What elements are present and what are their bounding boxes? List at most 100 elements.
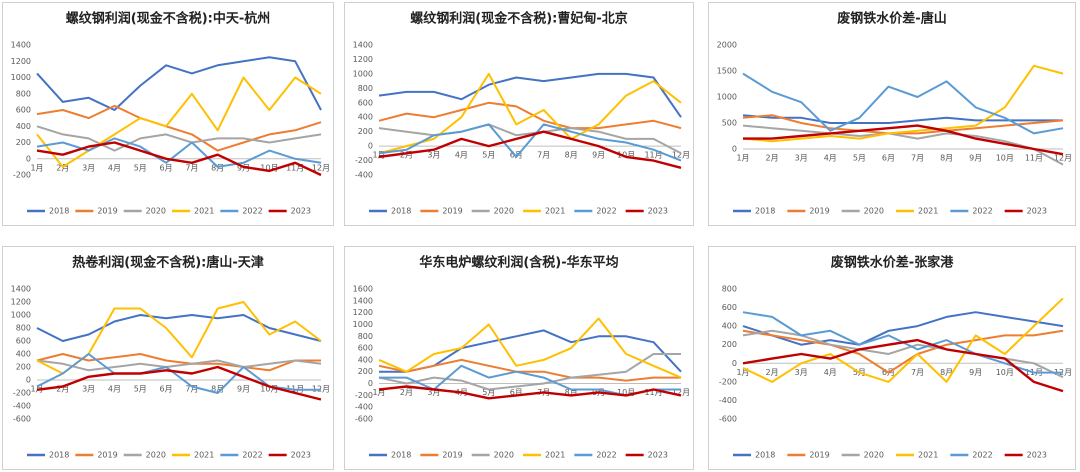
- x-tick-label: 5月: [482, 151, 495, 160]
- y-tick-label: -200: [13, 389, 31, 398]
- y-tick-label: 800: [358, 84, 373, 93]
- y-tick-label: 800: [358, 332, 373, 341]
- y-tick-label: 800: [16, 324, 31, 333]
- series-line: [378, 101, 682, 130]
- legend-label: 2020: [864, 451, 884, 460]
- legend-label: 2019: [809, 451, 829, 460]
- series-line: [378, 353, 681, 391]
- legend-label: 2021: [918, 451, 938, 460]
- chart-title: 废钢铁水价差-唐山: [837, 11, 946, 27]
- legend-label: 2023: [648, 207, 668, 216]
- chart-title: 热卷利润(现金不含税):唐山-天津: [72, 255, 263, 271]
- chart: 废钢铁水价差-唐山 0 500 1000 1500 2000 1月 2月 3月 4月 5月 6月 7月 8…: [717, 11, 1072, 216]
- x-tick-label: 6月: [510, 151, 523, 160]
- series-line: [742, 329, 1064, 379]
- y-tick-label: 800: [722, 285, 737, 294]
- series-line: [742, 72, 1064, 135]
- x-tick-label: 9月: [969, 154, 982, 163]
- x-tick-label: 4月: [455, 151, 468, 160]
- series-line: [36, 359, 322, 372]
- x-tick-label: 11月: [1025, 154, 1043, 163]
- x-tick-label: 3月: [427, 388, 440, 397]
- legend-label: 2018: [391, 451, 411, 460]
- y-tick-label: 1400: [353, 41, 373, 50]
- series-line: [36, 314, 322, 342]
- y-tick-label: 1200: [11, 57, 31, 66]
- x-tick-label: 4月: [824, 154, 837, 163]
- x-tick-label: 6月: [510, 388, 523, 397]
- chart-panel: 废钢铁水价差-张家港 -600 -400 -200 0 200 400 600 800 1月 2月 3…: [708, 246, 1076, 470]
- x-tick-label: 12月: [1054, 154, 1072, 163]
- x-tick-label: 7月: [911, 368, 924, 377]
- chart-panel: 螺纹钢利润(现金不含税):曹妃甸-北京 -400 -200 0 200 400 600 800…: [344, 2, 694, 226]
- legend-label: 2023: [291, 207, 311, 216]
- x-tick-label: 12月: [672, 151, 690, 160]
- legend-label: 2019: [97, 451, 117, 460]
- chart: 螺纹钢利润(现金不含税):曹妃甸-北京 -400 -200 0 200 400 600 800…: [353, 11, 690, 216]
- x-tick-label: 6月: [882, 154, 895, 163]
- x-tick-label: 1月: [30, 163, 43, 172]
- x-tick-label: 10月: [617, 388, 635, 397]
- y-tick-label: 200: [358, 367, 373, 376]
- x-tick-label: 7月: [537, 151, 550, 160]
- x-tick-label: 5月: [482, 388, 495, 397]
- y-tick-label: 2000: [717, 41, 737, 50]
- series-line: [742, 338, 1064, 393]
- legend-label: 2018: [49, 207, 69, 216]
- series-line: [742, 329, 1064, 374]
- y-tick-label: 400: [16, 350, 31, 359]
- y-tick-label: 200: [722, 340, 737, 349]
- series-line: [36, 104, 322, 152]
- series-line: [36, 141, 322, 177]
- y-tick-label: 400: [358, 113, 373, 122]
- x-tick-label: 2月: [400, 388, 413, 397]
- y-tick-label: 0: [732, 359, 737, 368]
- y-tick-label: -200: [355, 391, 373, 400]
- x-tick-label: 3月: [795, 154, 808, 163]
- legend-label: 2018: [391, 207, 411, 216]
- series-line: [36, 365, 322, 401]
- chart: 华东电炉螺纹利润(含税)-华东平均 -600 -400 -200 0 200 400 600 8…: [353, 255, 690, 460]
- legend-label: 2021: [194, 451, 214, 460]
- chart-title: 废钢铁水价差-张家港: [831, 255, 954, 271]
- chart-panel: 华东电炉螺纹利润(含税)-华东平均 -600 -400 -200 0 200 400 600 8…: [344, 246, 694, 470]
- x-tick-label: 4月: [108, 385, 121, 394]
- legend-label: 2018: [755, 451, 775, 460]
- y-tick-label: 600: [358, 98, 373, 107]
- y-tick-label: 600: [358, 344, 373, 353]
- x-tick-label: 8月: [565, 151, 578, 160]
- y-tick-label: 1400: [11, 285, 31, 294]
- x-tick-label: 6月: [160, 385, 173, 394]
- x-tick-label: 2月: [400, 151, 413, 160]
- y-tick-label: -400: [355, 403, 373, 412]
- x-tick-label: 11月: [644, 151, 662, 160]
- x-tick-label: 2月: [766, 154, 779, 163]
- x-tick-label: 8月: [940, 154, 953, 163]
- y-tick-label: -200: [13, 171, 31, 180]
- x-tick-label: 4月: [824, 368, 837, 377]
- x-tick-label: 8月: [211, 385, 224, 394]
- y-tick-label: 200: [16, 138, 31, 147]
- y-tick-label: 0: [26, 154, 31, 163]
- x-tick-label: 1月: [372, 151, 385, 160]
- series-line: [743, 124, 1064, 156]
- series-line: [36, 125, 322, 152]
- x-tick-label: 5月: [134, 385, 147, 394]
- x-tick-label: 10月: [996, 154, 1014, 163]
- legend-label: 2020: [494, 207, 514, 216]
- legend-label: 2023: [291, 451, 311, 460]
- y-tick-label: 0: [26, 376, 31, 385]
- y-tick-label: -400: [355, 171, 373, 180]
- chart-title: 华东电炉螺纹利润(含税)-华东平均: [419, 255, 618, 271]
- legend-label: 2020: [494, 451, 514, 460]
- x-tick-label: 8月: [565, 388, 578, 397]
- legend-label: 2023: [648, 451, 668, 460]
- x-tick-label: 10月: [260, 163, 278, 172]
- chart-panel: 热卷利润(现金不含税):唐山-天津 -600 -400 -200 0 200 400 600 8…: [2, 246, 334, 470]
- x-tick-label: 1月: [372, 388, 385, 397]
- y-tick-label: 1600: [353, 285, 373, 294]
- y-tick-label: 1500: [717, 67, 737, 76]
- legend-label: 2022: [242, 451, 262, 460]
- x-tick-label: 3月: [427, 151, 440, 160]
